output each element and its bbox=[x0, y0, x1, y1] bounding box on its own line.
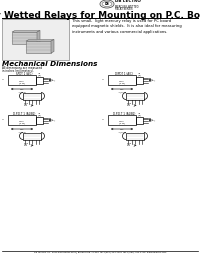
Text: 0.1": 0.1" bbox=[24, 103, 29, 107]
Bar bbox=[12, 32, 37, 44]
Text: This small,  light mercury relay is used for PC board
equipped magnetic shields.: This small, light mercury relay is used … bbox=[72, 19, 182, 34]
Bar bbox=[26, 41, 51, 53]
Polygon shape bbox=[26, 40, 54, 41]
Bar bbox=[126, 133, 144, 140]
Text: .50
[12.7]: .50 [12.7] bbox=[50, 79, 56, 81]
Polygon shape bbox=[37, 30, 40, 44]
Bar bbox=[108, 115, 136, 125]
Bar bbox=[23, 133, 41, 140]
Text: SPDT 1 (A/C): SPDT 1 (A/C) bbox=[16, 72, 32, 76]
Text: DB LECTRO: DB LECTRO bbox=[115, 0, 141, 3]
Text: RELAY SERIES: RELAY SERIES bbox=[115, 7, 133, 11]
Text: 1.20: 1.20 bbox=[20, 129, 24, 131]
Text: DB: DB bbox=[105, 2, 109, 6]
Text: D.P.D.T 1 (A1/B2): D.P.D.T 1 (A1/B2) bbox=[13, 112, 35, 116]
Text: 0.1": 0.1" bbox=[127, 144, 132, 147]
Text: .28
[7.1]: .28 [7.1] bbox=[138, 113, 142, 115]
Text: .50: .50 bbox=[2, 80, 5, 81]
Text: D/PDT 1 (A/C): D/PDT 1 (A/C) bbox=[115, 72, 133, 76]
Text: 1.200
[30.48]: 1.200 [30.48] bbox=[18, 81, 26, 84]
Text: MERCURY WETTED: MERCURY WETTED bbox=[115, 4, 138, 9]
Bar bbox=[23, 93, 41, 100]
Text: .4  [10.2]: .4 [10.2] bbox=[118, 92, 126, 93]
Bar bbox=[36, 116, 43, 124]
Text: DB LECTRO Inc.  2000 East Norths anta | Broward Rp. AY-333  tel:1(561)-444-1434 : DB LECTRO Inc. 2000 East Norths anta | B… bbox=[34, 251, 166, 254]
Text: Mercury Wetted Relays for Mounting on P.C. Boards.(1): Mercury Wetted Relays for Mounting on P.… bbox=[0, 11, 200, 20]
Text: D.P.D.T 1 (A1/B2): D.P.D.T 1 (A1/B2) bbox=[113, 112, 135, 116]
Bar bbox=[36, 76, 43, 83]
Text: 0.1": 0.1" bbox=[24, 144, 29, 147]
Text: .28
[7.1]: .28 [7.1] bbox=[38, 113, 42, 115]
Bar bbox=[136, 116, 143, 124]
Text: .50
[12.7]: .50 [12.7] bbox=[151, 119, 156, 121]
Text: .28
[7.1]: .28 [7.1] bbox=[38, 73, 42, 75]
Text: 1.20: 1.20 bbox=[120, 89, 124, 90]
Text: .50
[12.7]: .50 [12.7] bbox=[151, 79, 156, 81]
Text: All dimensions are measured: All dimensions are measured bbox=[2, 66, 42, 70]
Bar bbox=[108, 75, 136, 85]
Bar bbox=[8, 75, 36, 85]
Text: .4  [10.2]: .4 [10.2] bbox=[18, 132, 26, 133]
Polygon shape bbox=[51, 40, 54, 53]
Text: 1.200
[30.48]: 1.200 [30.48] bbox=[18, 121, 26, 124]
Text: 1.20: 1.20 bbox=[20, 89, 24, 90]
Text: 1.200
[30.48]: 1.200 [30.48] bbox=[118, 81, 126, 84]
Bar bbox=[136, 76, 143, 83]
Bar bbox=[126, 93, 144, 100]
Text: .50
[12.7]: .50 [12.7] bbox=[50, 119, 56, 121]
Text: Mechanical Dimensions: Mechanical Dimensions bbox=[2, 61, 98, 67]
Bar bbox=[8, 115, 36, 125]
Text: 1.20: 1.20 bbox=[120, 129, 124, 131]
Polygon shape bbox=[12, 30, 40, 32]
Text: .4  [10.2]: .4 [10.2] bbox=[18, 92, 26, 93]
Text: in inches (millimeters).: in inches (millimeters). bbox=[2, 68, 34, 73]
Text: .4  [10.2]: .4 [10.2] bbox=[118, 132, 126, 133]
Text: .50: .50 bbox=[102, 80, 105, 81]
Text: .28
[7.1]: .28 [7.1] bbox=[138, 73, 142, 75]
Bar bbox=[2, 19, 69, 60]
Text: 0.1": 0.1" bbox=[127, 103, 132, 107]
Text: 1.200
[30.48]: 1.200 [30.48] bbox=[118, 121, 126, 124]
